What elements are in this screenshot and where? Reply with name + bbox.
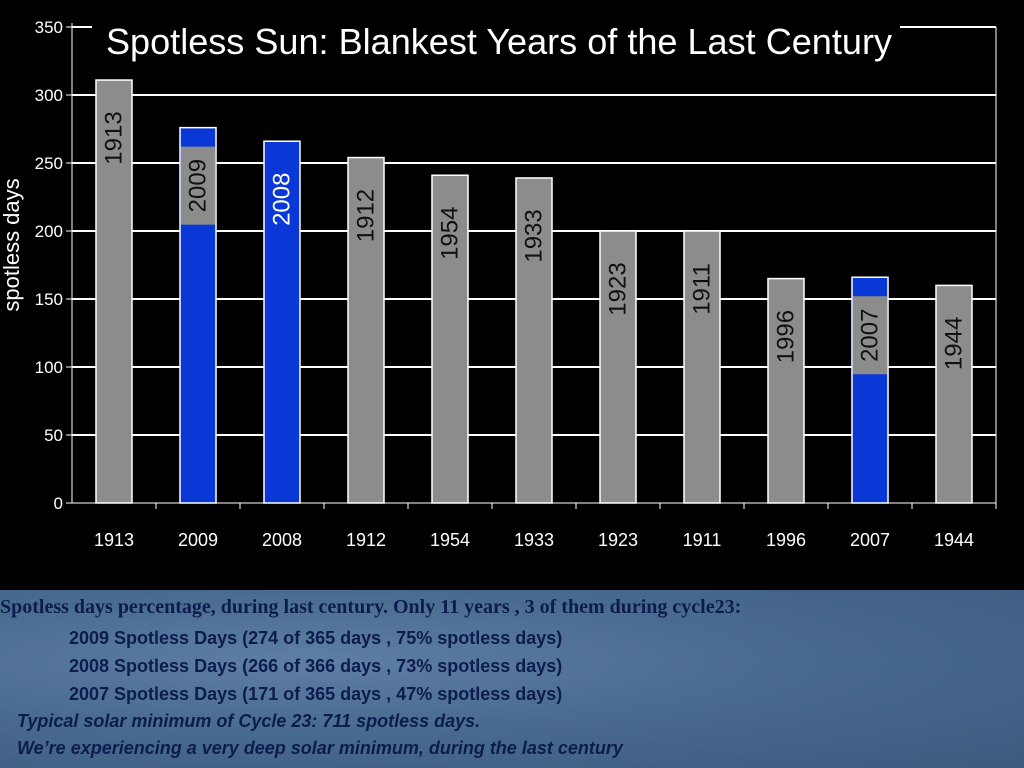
caption-2008: 2008 Spotless Days (266 of 366 days , 73… (69, 656, 563, 676)
title-background (92, 14, 900, 64)
caption-2009: 2009 Spotless Days (274 of 365 days , 75… (69, 628, 563, 648)
bar (263, 140, 301, 504)
y-tick-label: 50 (44, 426, 63, 445)
y-tick-label: 200 (35, 222, 63, 241)
bar (935, 284, 973, 504)
bar (599, 230, 637, 504)
bar-label: 1954 (437, 207, 464, 260)
x-tick-label: 1912 (346, 530, 386, 550)
y-tick-label: 0 (54, 494, 63, 513)
x-tick-label: 1996 (766, 530, 806, 550)
caption-typical-minimum: Typical solar minimum of Cycle 23: 711 s… (17, 711, 481, 731)
bar-label: 1912 (353, 189, 380, 242)
bar (767, 277, 805, 504)
x-tick-label: 2008 (262, 530, 302, 550)
x-tick-label: 1913 (94, 530, 134, 550)
bar-label: 1913 (101, 111, 128, 164)
chart-area: 0 50 100 150 200 250 300 350 spotless days 1913 19… (0, 14, 997, 550)
chart-title: Spotless Sun: Blankest Years of the Last… (106, 21, 892, 62)
bar-chart: 0 50 100 150 200 250 300 350 spotless days 1913 19… (0, 14, 997, 550)
bar-label: 2008 (269, 173, 296, 226)
caption-deep-minimum: We’re experiencing a very deep solar min… (17, 738, 623, 758)
bar (683, 230, 721, 504)
bar-label-box (853, 296, 887, 375)
x-tick-label: 1954 (430, 530, 470, 550)
caption-main: Spotless days percentage, during last ce… (0, 596, 742, 618)
bar-label-box (181, 146, 215, 225)
bar-label: 1911 (689, 263, 716, 315)
bar (431, 174, 469, 504)
y-tick-label: 350 (35, 18, 63, 37)
bar-label: 1933 (521, 209, 548, 262)
bar-label: 2009 (185, 159, 212, 212)
y-tick-label: 300 (35, 86, 63, 105)
bar-label: 2007 (857, 309, 884, 362)
x-tick-label: 1933 (514, 530, 554, 550)
bar (95, 79, 133, 504)
x-tick-label: 1944 (934, 530, 974, 550)
x-tick-label: 1911 (683, 530, 722, 550)
caption-2007: 2007 Spotless Days (171 of 365 days , 47… (69, 684, 563, 704)
x-tick-label: 1923 (598, 530, 638, 550)
x-tick-label: 2009 (178, 530, 218, 550)
caption-panel: Spotless days percentage, during last ce… (0, 590, 1024, 768)
bar-label: 1923 (605, 262, 632, 315)
y-tick-label: 250 (35, 154, 63, 173)
y-tick-label: 150 (35, 290, 63, 309)
y-tick-label: 100 (35, 358, 63, 377)
bar (347, 156, 385, 504)
bar-label: 1944 (941, 317, 968, 370)
x-tick-label: 2007 (850, 530, 890, 550)
bar (515, 177, 553, 504)
bar-label: 1996 (773, 310, 800, 363)
y-axis-title: spotless days (0, 178, 24, 311)
